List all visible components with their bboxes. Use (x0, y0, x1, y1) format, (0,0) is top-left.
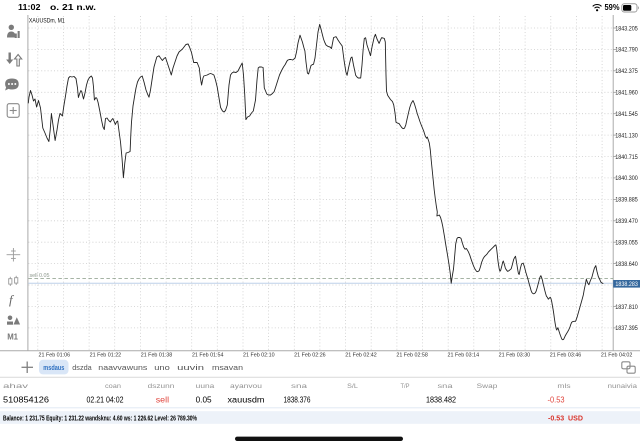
svg-text:uuna: uuna (196, 383, 215, 390)
svg-text:sna: sna (291, 383, 307, 390)
svg-text:uuvin: uuvin (177, 363, 204, 372)
svg-text:21 Feb 01:54: 21 Feb 01:54 (192, 353, 224, 359)
svg-text:uno: uno (154, 363, 170, 372)
svg-text:msdaus: msdaus (43, 365, 64, 372)
svg-text:1840.300: 1840.300 (615, 175, 638, 182)
svg-text:sell 0.05: sell 0.05 (30, 273, 50, 279)
svg-text:coan: coan (105, 383, 121, 390)
svg-text:1839.885: 1839.885 (615, 197, 638, 204)
svg-text:21 Feb 02:10: 21 Feb 02:10 (243, 353, 275, 359)
svg-text:21 Feb 03:30: 21 Feb 03:30 (499, 353, 531, 359)
svg-text:Balance: 1 231.75 Equity: 1 23: Balance: 1 231.75 Equity: 1 231.22 wands… (3, 414, 197, 423)
svg-text:msavan: msavan (212, 363, 243, 372)
svg-text:02.21 04:02: 02.21 04:02 (87, 396, 124, 405)
svg-text:Swap: Swap (477, 383, 498, 390)
svg-text:-0.53: -0.53 (548, 396, 566, 405)
svg-text:21 Feb 04:02: 21 Feb 04:02 (601, 353, 633, 359)
svg-text:21 Feb 02:42: 21 Feb 02:42 (345, 353, 377, 359)
svg-text:mls: mls (557, 383, 571, 390)
svg-text:xauusdm: xauusdm (228, 396, 265, 405)
svg-text:S/L: S/L (347, 383, 358, 390)
svg-text:f: f (9, 292, 15, 307)
svg-text:1843.205: 1843.205 (615, 25, 638, 32)
svg-text:o. 21 n.w.: o. 21 n.w. (50, 3, 96, 12)
svg-text:1841.130: 1841.130 (615, 132, 638, 139)
svg-text:dszunn: dszunn (148, 383, 175, 390)
svg-text:naavvawuns: naavvawuns (98, 363, 147, 372)
svg-text:1838.640: 1838.640 (615, 261, 638, 268)
svg-text:sell: sell (156, 396, 170, 405)
svg-text:1839.470: 1839.470 (615, 218, 638, 225)
svg-text:21 Feb 03:14: 21 Feb 03:14 (448, 353, 480, 359)
svg-text:1837.395: 1837.395 (615, 325, 638, 332)
svg-text:21 Feb 01:06: 21 Feb 01:06 (39, 353, 71, 359)
svg-text:59%: 59% (605, 3, 620, 12)
svg-text:1840.715: 1840.715 (615, 154, 638, 161)
svg-text:1837.810: 1837.810 (615, 304, 638, 311)
svg-text:510854126: 510854126 (3, 396, 50, 405)
svg-text:ahav: ahav (3, 383, 29, 390)
svg-text:1842.375: 1842.375 (615, 68, 638, 75)
svg-text:21 Feb 01:38: 21 Feb 01:38 (141, 353, 173, 359)
svg-text:1842.790: 1842.790 (615, 47, 638, 54)
svg-text:1841.545: 1841.545 (615, 111, 638, 118)
svg-text:ayanvou: ayanvou (230, 383, 262, 390)
svg-text:21 Feb 01:22: 21 Feb 01:22 (90, 353, 122, 359)
svg-text:sna: sna (438, 383, 453, 390)
svg-text:XAUUSDm, M1: XAUUSDm, M1 (29, 17, 65, 24)
svg-text:1841.960: 1841.960 (615, 90, 638, 97)
svg-text:11:02: 11:02 (18, 3, 41, 12)
svg-text:nunaivia: nunaivia (608, 383, 638, 390)
svg-text:21 Feb 03:46: 21 Feb 03:46 (550, 353, 582, 359)
svg-text:dszda: dszda (72, 363, 92, 372)
svg-text:1838.482: 1838.482 (426, 396, 456, 405)
svg-text:1838.376: 1838.376 (284, 396, 311, 405)
svg-text:1838.283: 1838.283 (615, 281, 638, 288)
svg-text:M1: M1 (7, 333, 18, 342)
svg-text:21 Feb 02:58: 21 Feb 02:58 (396, 353, 428, 359)
svg-text:1839.055: 1839.055 (615, 240, 638, 247)
svg-text:21 Feb 02:26: 21 Feb 02:26 (294, 353, 326, 359)
svg-text:-0.53 USD: -0.53 USD (548, 414, 583, 423)
svg-text:T/P: T/P (401, 383, 410, 390)
svg-text:0.05: 0.05 (196, 396, 213, 405)
